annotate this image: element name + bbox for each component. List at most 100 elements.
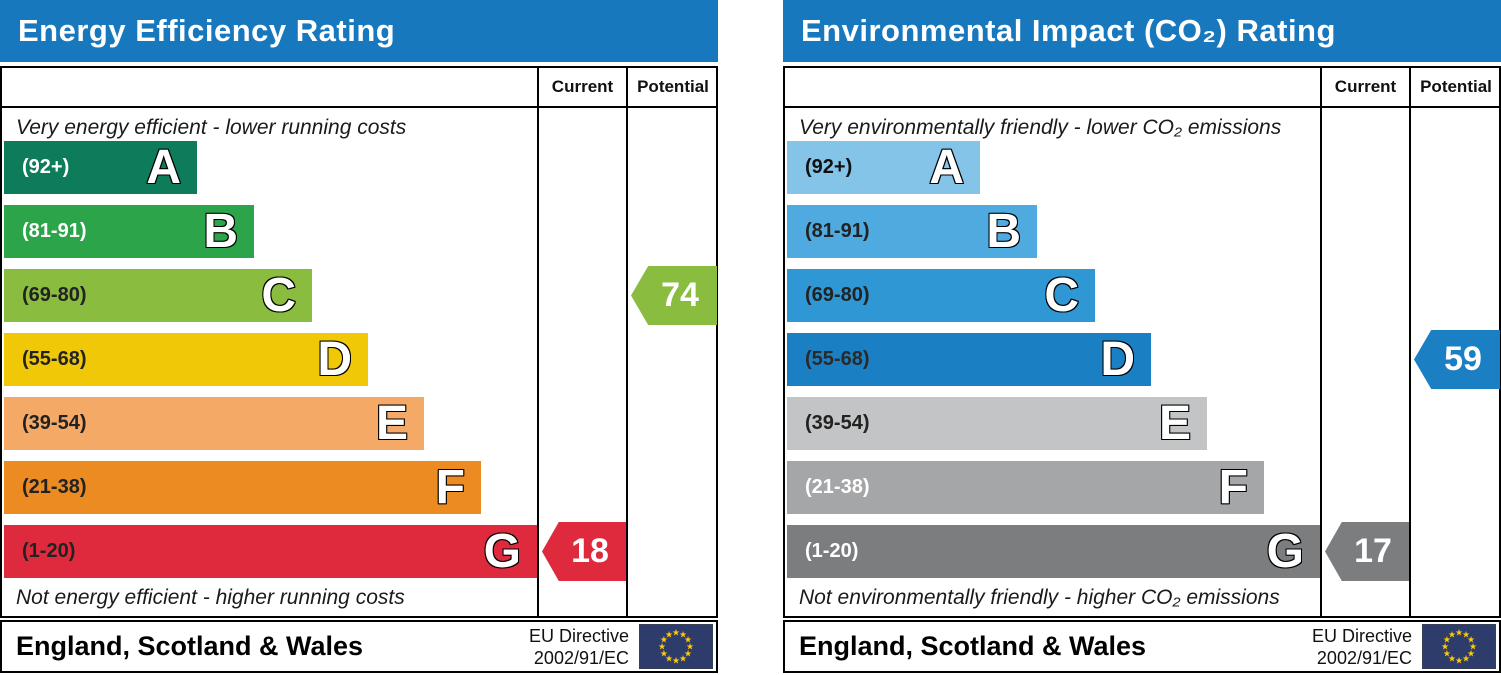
energy-efficiency-chart: Energy Efficiency Rating Current Potenti… [0,0,718,673]
jurisdiction-label: England, Scotland & Wales [799,631,1147,661]
band-range: (55-68) [805,348,870,370]
svg-text:★: ★ [1448,655,1456,665]
svg-text:★: ★ [679,630,687,640]
band-letter: D [316,332,353,386]
band-letter: E [375,396,409,450]
band-range: (21-38) [805,476,870,498]
band-letter: C [260,268,297,322]
band-d: (55-68) D [787,333,1151,386]
band-range: (92+) [805,156,853,178]
band-a: (92+) A [787,141,980,194]
svg-text:★: ★ [684,650,692,660]
svg-text:★: ★ [665,655,673,665]
bottom-caption: Not energy efficient - higher running co… [16,586,405,609]
band-letter: A [145,140,182,194]
band-range: (1-20) [22,540,76,562]
svg-text:★: ★ [1467,636,1475,646]
eu-directive-label: EU Directive 2002/91/EC [1312,625,1422,669]
eu-directive-line2: 2002/91/EC [533,647,629,668]
band-letter: D [1099,332,1136,386]
current-rating-pointer: 18 [542,522,626,581]
band-range: (81-91) [805,220,870,242]
current-rating-value: 18 [571,532,609,570]
svg-text:★: ★ [679,655,687,665]
band-letter: E [1158,396,1192,450]
column-divider [537,68,539,616]
svg-text:★: ★ [1448,630,1456,640]
top-caption: Very environmentally friendly - lower CO… [799,116,1282,139]
svg-text:★: ★ [1443,636,1451,646]
band-range: (69-80) [22,284,87,306]
column-divider [1409,68,1411,616]
top-caption: Very energy efficient - lower running co… [16,116,407,139]
eu-directive-line1: EU Directive [528,625,629,646]
eu-directive-label: EU Directive 2002/91/EC [529,625,639,669]
svg-text:★: ★ [1441,643,1449,653]
potential-column-header: Potential [1420,77,1492,96]
svg-text:★: ★ [1462,630,1470,640]
column-divider [1320,68,1322,616]
eu-directive-line1: EU Directive [1311,625,1412,646]
jurisdiction-footer: England, Scotland & Wales EU Directive 2… [0,620,718,673]
svg-text:★: ★ [1455,657,1463,667]
table-header: Current Potential [785,68,1499,108]
band-range: (69-80) [805,284,870,306]
band-e: (39-54) E [787,397,1207,450]
band-a: (92+) A [4,141,197,194]
jurisdiction-footer: England, Scotland & Wales EU Directive 2… [783,620,1501,673]
svg-text:★: ★ [660,650,668,660]
current-column-header: Current [1334,77,1397,96]
band-letter: G [483,524,522,578]
potential-column-header: Potential [637,77,709,96]
band-range: (92+) [22,156,70,178]
band-g: (1-20) G [4,525,537,578]
band-letter: F [435,460,466,514]
band-b: (81-91) B [787,205,1037,258]
column-divider [626,68,628,616]
band-range: (1-20) [805,540,859,562]
potential-rating-value: 59 [1444,340,1482,378]
band-range: (39-54) [22,412,87,434]
energy-title-bar: Energy Efficiency Rating [0,0,718,62]
band-g: (1-20) G [787,525,1320,578]
band-range: (39-54) [805,412,870,434]
band-e: (39-54) E [4,397,424,450]
band-f: (21-38) F [4,461,481,514]
band-range: (21-38) [22,476,87,498]
band-range: (55-68) [22,348,87,370]
page-title: Environmental Impact (CO₂) Rating [801,13,1336,48]
svg-text:★: ★ [660,636,668,646]
potential-rating-pointer: 59 [1414,330,1500,389]
eu-flag-icon: ★★ ★★ ★★ ★★ ★★ ★★ [1422,624,1496,669]
current-column-header: Current [551,77,614,96]
co2-rating-table: Current Potential Very environmentally f… [783,66,1501,618]
band-letter: B [202,204,239,258]
svg-text:★: ★ [686,643,694,653]
band-letter: G [1266,524,1305,578]
bottom-caption: Not environmentally friendly - higher CO… [799,586,1280,609]
page-title: Energy Efficiency Rating [18,13,396,48]
band-d: (55-68) D [4,333,368,386]
eu-directive-line2: 2002/91/EC [1316,647,1412,668]
band-f: (21-38) F [787,461,1264,514]
current-rating-value: 17 [1354,532,1392,570]
svg-text:★: ★ [684,636,692,646]
table-header: Current Potential [2,68,716,108]
band-c: (69-80) C [4,269,312,322]
rating-bands: (92+) A (81-91) B (69-80) C (55-68) D (3… [4,141,537,589]
band-letter: F [1218,460,1249,514]
svg-text:★: ★ [672,657,680,667]
band-letter: A [928,140,965,194]
band-b: (81-91) B [4,205,254,258]
svg-text:★: ★ [1469,643,1477,653]
svg-text:★: ★ [658,643,666,653]
svg-text:★: ★ [1455,629,1463,639]
environmental-title-bar: Environmental Impact (CO₂) Rating [783,0,1501,62]
current-rating-pointer: 17 [1325,522,1409,581]
band-c: (69-80) C [787,269,1095,322]
svg-text:★: ★ [1467,650,1475,660]
jurisdiction-label: England, Scotland & Wales [16,631,364,661]
potential-rating-pointer: 74 [631,266,717,325]
band-letter: B [985,204,1022,258]
svg-text:★: ★ [672,629,680,639]
